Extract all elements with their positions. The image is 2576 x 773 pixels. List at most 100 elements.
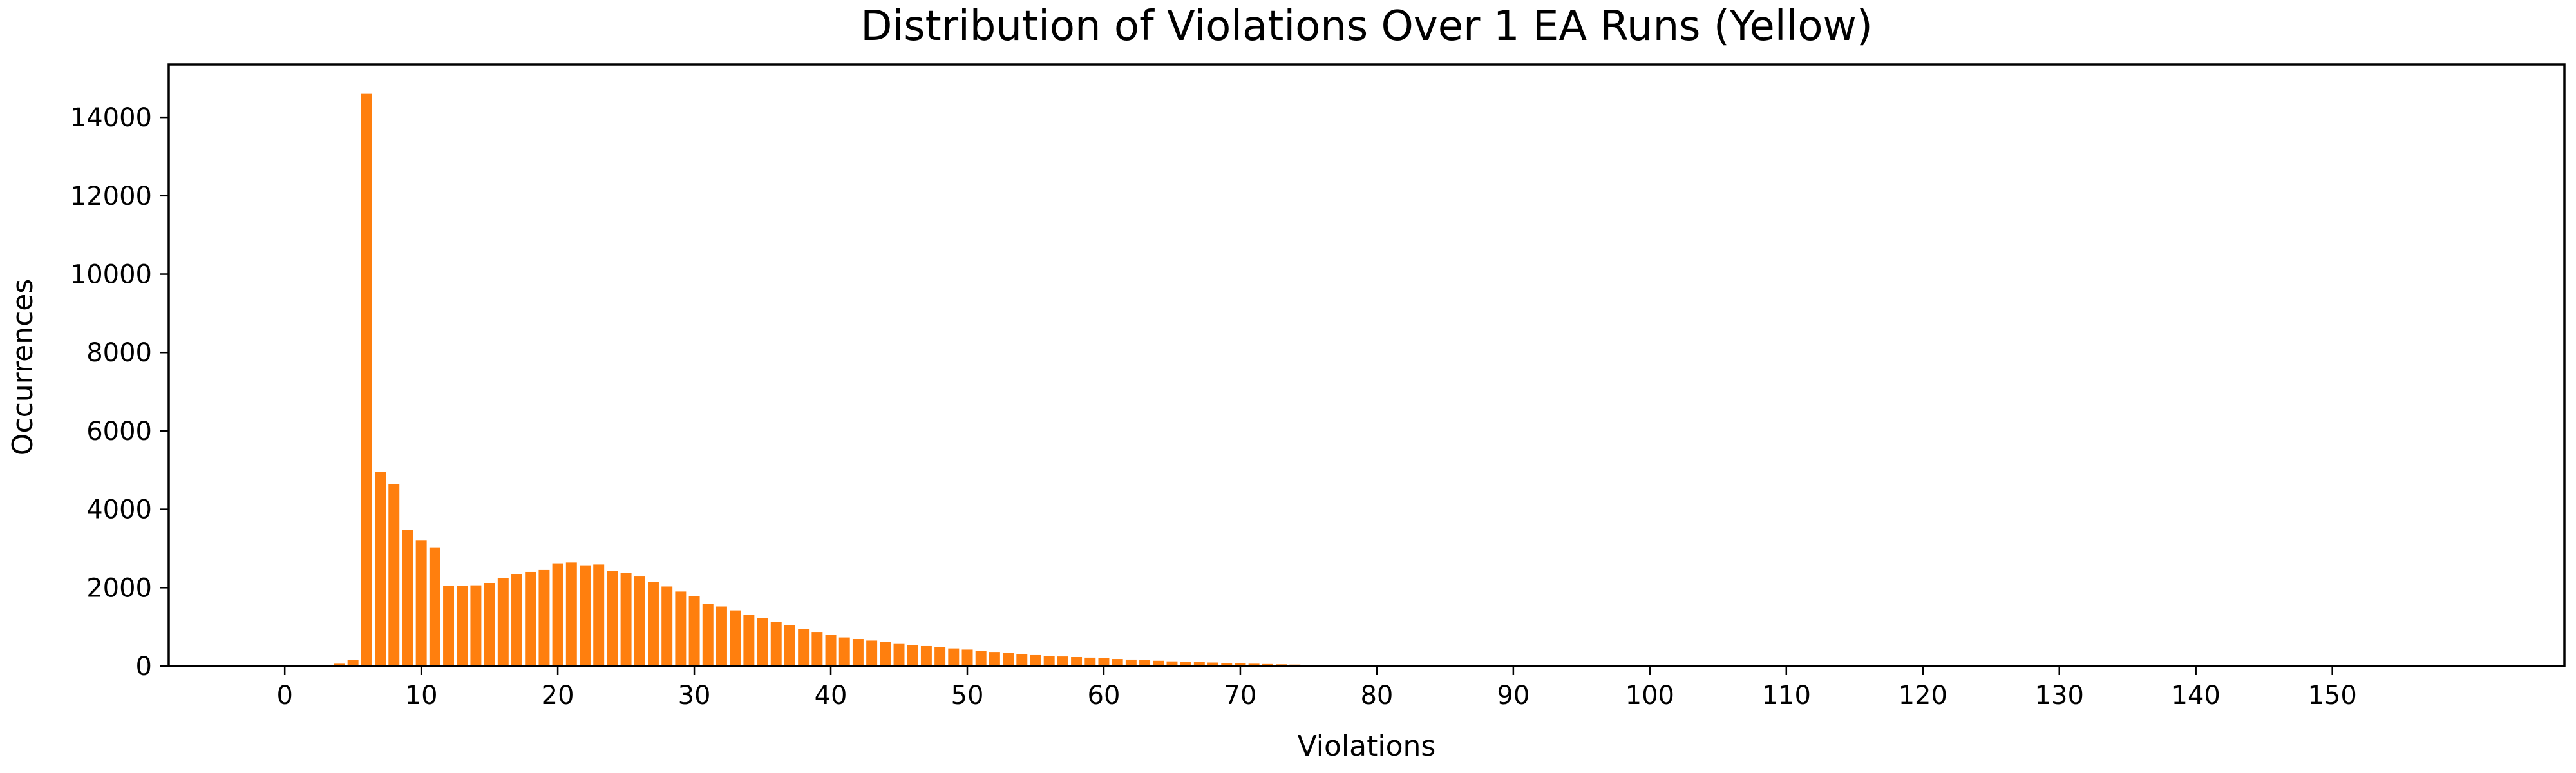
bar bbox=[607, 571, 618, 666]
bar bbox=[852, 639, 864, 666]
bar bbox=[1139, 660, 1151, 666]
bar bbox=[1003, 653, 1014, 666]
bar bbox=[866, 640, 878, 666]
bar bbox=[1235, 663, 1246, 666]
x-tick-label: 150 bbox=[2307, 681, 2356, 711]
bar bbox=[730, 610, 741, 666]
y-tick-label: 10000 bbox=[70, 260, 152, 290]
bar bbox=[743, 615, 755, 666]
bar bbox=[1248, 663, 1260, 666]
bar bbox=[675, 591, 687, 666]
x-tick-label: 100 bbox=[1625, 681, 1674, 711]
bar bbox=[1180, 662, 1191, 666]
bar bbox=[361, 93, 372, 666]
bar bbox=[457, 586, 468, 666]
bar bbox=[593, 564, 605, 666]
bar bbox=[1166, 661, 1178, 666]
x-tick-label: 10 bbox=[405, 681, 438, 711]
y-tick-label: 0 bbox=[136, 652, 152, 682]
bar bbox=[402, 530, 413, 666]
bar bbox=[1043, 656, 1055, 666]
bar bbox=[375, 472, 386, 666]
bar bbox=[989, 652, 1000, 666]
bar bbox=[770, 622, 782, 666]
x-tick-label: 70 bbox=[1224, 681, 1256, 711]
bar bbox=[620, 573, 632, 666]
bar bbox=[934, 647, 946, 666]
bar bbox=[1153, 660, 1164, 666]
bar bbox=[920, 645, 932, 666]
x-tick-label: 30 bbox=[678, 681, 711, 711]
bar bbox=[1084, 657, 1096, 666]
bar bbox=[1016, 654, 1028, 666]
bar bbox=[484, 583, 495, 666]
chart-title: Distribution of Violations Over 1 EA Run… bbox=[860, 3, 1873, 50]
bar bbox=[1030, 654, 1041, 666]
bar bbox=[648, 582, 659, 666]
y-axis-ticks: 0 2000 4000 6000 8000 10000 12000 14000 bbox=[70, 103, 169, 682]
bar bbox=[961, 649, 973, 666]
bar bbox=[580, 565, 591, 666]
bar bbox=[443, 586, 455, 666]
bar bbox=[415, 540, 427, 666]
bar bbox=[784, 625, 795, 666]
y-tick-label: 4000 bbox=[86, 495, 152, 525]
bar bbox=[948, 648, 960, 666]
bar bbox=[1208, 662, 1219, 666]
x-tick-label: 90 bbox=[1497, 681, 1530, 711]
bar bbox=[1057, 656, 1068, 666]
y-tick-label: 14000 bbox=[70, 103, 152, 133]
bar bbox=[538, 569, 550, 666]
x-tick-label: 20 bbox=[542, 681, 574, 711]
bar bbox=[470, 585, 482, 666]
x-tick-label: 0 bbox=[276, 681, 292, 711]
bar bbox=[702, 604, 714, 666]
bar bbox=[798, 629, 810, 666]
bar bbox=[1221, 663, 1233, 666]
bar bbox=[565, 562, 577, 666]
plot-frame bbox=[167, 63, 2566, 667]
bar bbox=[893, 643, 905, 666]
bar bbox=[825, 635, 837, 666]
y-tick-label: 6000 bbox=[86, 417, 152, 446]
bar bbox=[715, 606, 727, 666]
y-tick-label: 2000 bbox=[86, 573, 152, 603]
x-tick-label: 140 bbox=[2172, 681, 2221, 711]
bar bbox=[1125, 659, 1137, 666]
bar bbox=[552, 563, 564, 666]
y-tick-label: 12000 bbox=[70, 182, 152, 211]
bar bbox=[661, 586, 673, 666]
bar bbox=[347, 660, 359, 666]
bar bbox=[880, 642, 891, 666]
x-tick-label: 120 bbox=[1899, 681, 1947, 711]
bar bbox=[511, 574, 522, 666]
bar bbox=[634, 576, 645, 666]
x-tick-label: 40 bbox=[815, 681, 848, 711]
x-tick-label: 60 bbox=[1088, 681, 1121, 711]
bar bbox=[757, 618, 768, 666]
bars-layer bbox=[320, 93, 1410, 666]
bar bbox=[838, 637, 850, 666]
x-tick-label: 110 bbox=[1762, 681, 1811, 711]
bar bbox=[388, 484, 400, 666]
bar bbox=[334, 663, 345, 666]
bar bbox=[1071, 657, 1083, 666]
x-tick-label: 130 bbox=[2035, 681, 2084, 711]
y-axis-label: Occurrences bbox=[6, 279, 39, 455]
bar bbox=[975, 651, 987, 666]
bar bbox=[497, 578, 509, 666]
bar bbox=[811, 632, 823, 666]
bar bbox=[1112, 659, 1123, 666]
bar bbox=[1193, 662, 1205, 666]
bar bbox=[1098, 658, 1110, 666]
y-tick-label: 8000 bbox=[86, 338, 152, 368]
bar bbox=[429, 547, 440, 666]
x-tick-label: 80 bbox=[1360, 681, 1393, 711]
x-axis-ticks: 0 10 20 30 40 50 60 70 80 90 100 110 120 130 140 150 bbox=[276, 666, 2357, 711]
bar bbox=[907, 645, 918, 666]
x-axis-label: Violations bbox=[1298, 730, 1436, 763]
bar bbox=[525, 571, 536, 666]
x-tick-label: 50 bbox=[951, 681, 984, 711]
bar bbox=[688, 596, 700, 666]
